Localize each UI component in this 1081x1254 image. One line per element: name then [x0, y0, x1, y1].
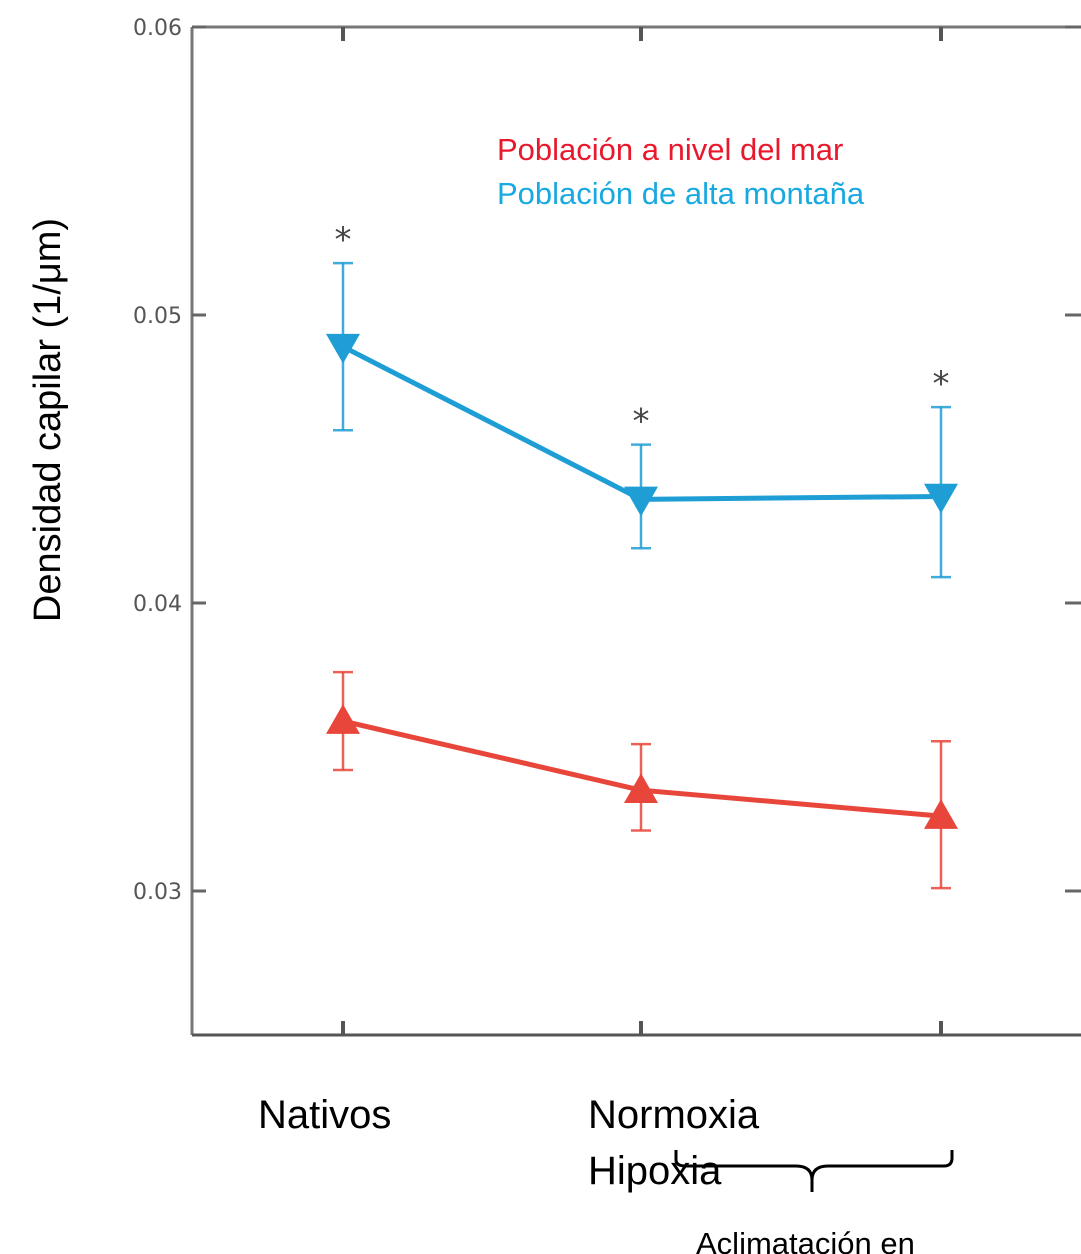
y-axis-label: Densidad capilar (1/μm) — [27, 218, 69, 622]
y-axis-ticks: 0.03 0.04 0.05 0.06 — [133, 16, 1081, 905]
y-tick-label-3: 0.06 — [133, 16, 182, 41]
series-1: * * * — [326, 220, 958, 579]
data-point-1-0 — [326, 333, 360, 364]
series-layer: * * * — [326, 220, 958, 890]
acclimation-note: Aclimatación en — [696, 1226, 915, 1254]
series-0 — [326, 670, 958, 890]
data-point-0-2 — [924, 799, 958, 829]
data-point-1-1 — [624, 486, 658, 517]
data-point-1-2 — [924, 483, 958, 514]
y-tick-label-2: 0.05 — [133, 304, 182, 329]
category-label-normoxia: Normoxia — [588, 1093, 760, 1137]
data-point-0-1 — [624, 773, 658, 803]
category-label-hipoxia: Hipoxia — [588, 1149, 722, 1193]
y-tick-label-1: 0.04 — [133, 592, 182, 617]
legend-item-sea-level: Población a nivel del mar — [497, 132, 843, 167]
data-point-0-0 — [326, 704, 360, 734]
x-axis-ticks — [341, 27, 943, 1035]
significance-star-2: * — [933, 364, 950, 404]
y-tick-label-0: 0.03 — [133, 880, 182, 905]
acclimation-brace — [674, 1150, 954, 1192]
legend-item-high-altitude: Población de alta montaña — [497, 176, 865, 211]
category-label-nativos: Nativos — [258, 1093, 391, 1137]
plot-axes — [190, 25, 1081, 1037]
significance-star-0: * — [335, 220, 352, 260]
significance-star-1: * — [633, 402, 650, 442]
